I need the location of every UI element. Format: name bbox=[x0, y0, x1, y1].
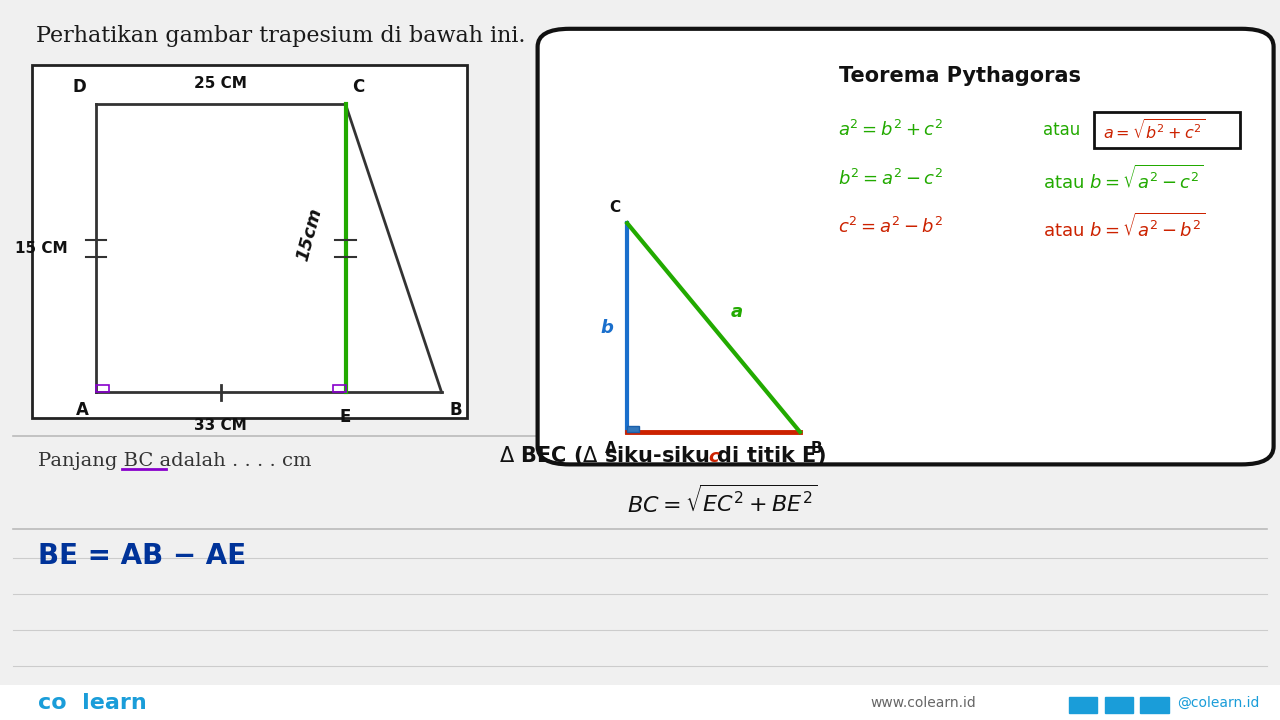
Text: Teorema Pythagoras: Teorema Pythagoras bbox=[838, 66, 1082, 86]
Text: A: A bbox=[605, 441, 617, 456]
Text: C: C bbox=[352, 78, 365, 96]
Text: atau $b = \sqrt{a^2-b^2}$: atau $b = \sqrt{a^2-b^2}$ bbox=[1043, 212, 1206, 241]
Bar bbox=[1069, 697, 1097, 713]
Text: 15 CM: 15 CM bbox=[15, 241, 68, 256]
Text: $a = \sqrt{b^2+c^2}$: $a = \sqrt{b^2+c^2}$ bbox=[1103, 117, 1206, 142]
Text: www.colearn.id: www.colearn.id bbox=[870, 696, 977, 710]
Bar bbox=[627, 426, 639, 432]
Bar bbox=[0, 685, 1280, 720]
Text: a: a bbox=[731, 303, 742, 321]
Text: c: c bbox=[708, 448, 719, 466]
Text: 15cm: 15cm bbox=[294, 205, 325, 263]
Text: atau $b = \sqrt{a^2-c^2}$: atau $b = \sqrt{a^2-c^2}$ bbox=[1043, 164, 1203, 193]
Text: E: E bbox=[340, 408, 351, 426]
Text: Perhatikan gambar trapesium di bawah ini.: Perhatikan gambar trapesium di bawah ini… bbox=[36, 25, 525, 48]
Text: b: b bbox=[600, 318, 613, 337]
Text: $BC = \sqrt{EC^2 + BE^2}$: $BC = \sqrt{EC^2 + BE^2}$ bbox=[627, 485, 818, 516]
Text: BE = AB − AE: BE = AB − AE bbox=[38, 542, 247, 570]
FancyBboxPatch shape bbox=[538, 29, 1274, 464]
Text: atau: atau bbox=[1043, 120, 1080, 138]
Text: $a^2 = b^2 + c^2$: $a^2 = b^2 + c^2$ bbox=[838, 120, 943, 140]
Bar bbox=[1105, 697, 1133, 713]
Text: A: A bbox=[76, 401, 88, 419]
Text: $b^2 = a^2 - c^2$: $b^2 = a^2 - c^2$ bbox=[838, 168, 943, 189]
Text: B: B bbox=[449, 401, 462, 419]
Bar bbox=[333, 385, 346, 392]
Bar bbox=[96, 385, 109, 392]
Text: C: C bbox=[609, 199, 621, 215]
Text: $\Delta$ BEC ($\Delta$ siku-siku di titik E): $\Delta$ BEC ($\Delta$ siku-siku di titi… bbox=[499, 444, 826, 467]
Bar bbox=[1140, 697, 1169, 713]
Text: D: D bbox=[72, 78, 86, 96]
Text: 33 CM: 33 CM bbox=[195, 418, 247, 433]
Text: co  learn: co learn bbox=[38, 693, 147, 713]
Bar bbox=[32, 65, 467, 418]
FancyBboxPatch shape bbox=[1094, 112, 1240, 148]
Text: 25 CM: 25 CM bbox=[195, 76, 247, 91]
Text: B: B bbox=[810, 441, 822, 456]
Text: @colearn.id: @colearn.id bbox=[1178, 696, 1260, 710]
Text: $c^2 = a^2 - b^2$: $c^2 = a^2 - b^2$ bbox=[838, 217, 943, 237]
Text: Panjang BC adalah . . . . cm: Panjang BC adalah . . . . cm bbox=[38, 452, 312, 470]
